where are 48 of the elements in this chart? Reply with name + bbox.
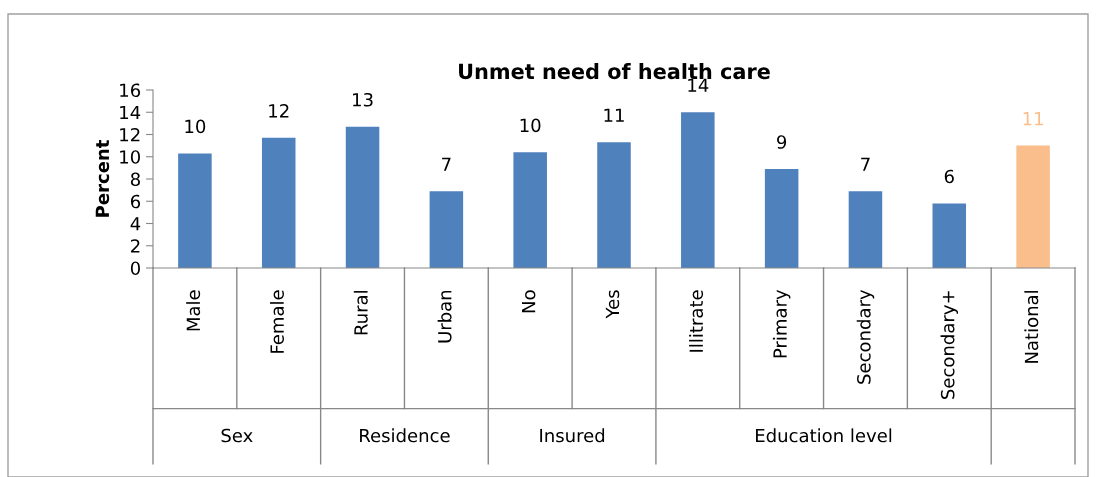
data-label: 7 xyxy=(861,157,870,171)
chart-title: Unmet need of health care xyxy=(459,63,770,80)
x-tick-label: Primary xyxy=(772,289,791,358)
x-tick-label: Male xyxy=(186,290,201,331)
x-tick-label: Secondary+ xyxy=(940,291,959,399)
bar xyxy=(932,203,967,268)
data-label: 6 xyxy=(944,169,954,184)
x-tick-label: Female xyxy=(269,290,284,353)
x-tick-label: Illitrate xyxy=(689,290,704,352)
bar xyxy=(429,191,464,268)
bar xyxy=(178,153,212,268)
data-label: 7 xyxy=(442,157,451,171)
y-tick-label: 14 xyxy=(120,105,141,120)
bar xyxy=(681,112,715,268)
bar xyxy=(345,126,380,268)
x-tick-label: Secondary xyxy=(856,289,875,384)
y-tick-label: 4 xyxy=(130,217,141,231)
text: Residence xyxy=(360,428,450,443)
data-label: 13 xyxy=(353,92,373,107)
x-tick-label: Urban xyxy=(437,290,452,343)
bar xyxy=(513,152,547,268)
bar xyxy=(1016,145,1050,268)
data-label: 10 xyxy=(185,119,206,134)
y-tick-label: 8 xyxy=(130,172,140,187)
y-tick-label: 2 xyxy=(131,239,140,253)
y-tick-label: 12 xyxy=(120,127,140,142)
x-tick-label: National xyxy=(1024,291,1039,363)
data-label: 11 xyxy=(1023,112,1043,126)
text: Insured xyxy=(540,428,605,443)
data-label: 14 xyxy=(688,78,709,92)
x-tick-label: Yes xyxy=(605,290,620,319)
data-label: 9 xyxy=(777,135,787,149)
y-tick-label: 16 xyxy=(120,83,141,98)
data-label: 12 xyxy=(269,104,289,118)
y-axis-title: Percent xyxy=(95,140,110,217)
bar xyxy=(764,168,799,268)
data-label: 11 xyxy=(604,108,624,122)
y-tick-label: 10 xyxy=(120,150,140,164)
bar xyxy=(597,142,631,268)
data-label: 10 xyxy=(520,118,541,133)
text: Sex xyxy=(221,428,253,443)
text: Education level xyxy=(756,428,892,443)
bar xyxy=(848,191,883,268)
x-tick-label: Rural xyxy=(353,291,368,335)
y-tick-label: 6 xyxy=(130,194,141,209)
bar xyxy=(261,137,296,268)
x-tick-label: No xyxy=(522,290,536,313)
y-tick-label: 0 xyxy=(130,261,140,276)
